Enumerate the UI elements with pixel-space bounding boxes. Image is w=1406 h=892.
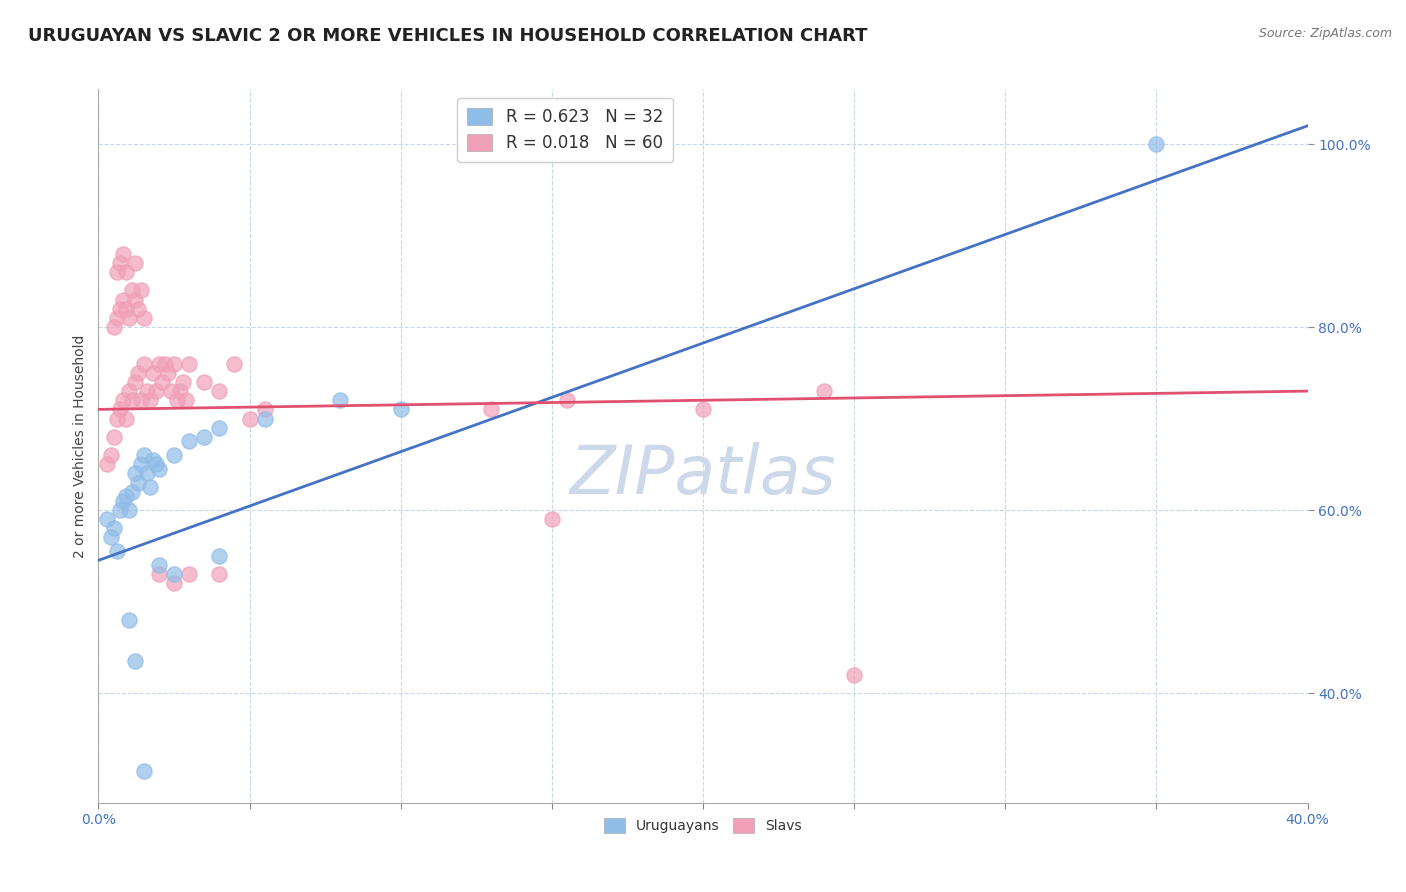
Point [239, 411, 262, 425]
Point [253, 411, 276, 425]
Point [150, 375, 173, 389]
Point [111, 293, 134, 307]
Point [124, 293, 146, 307]
Point [139, 480, 162, 494]
Point [172, 375, 194, 389]
Point [114, 265, 136, 279]
Point [179, 567, 201, 582]
Point [100, 531, 122, 545]
Point [253, 402, 276, 417]
Point [193, 430, 215, 444]
Point [163, 576, 186, 591]
Point [103, 521, 125, 535]
Point [108, 301, 131, 316]
Point [108, 256, 131, 270]
Point [145, 458, 167, 472]
Point [96, 458, 118, 472]
Point [118, 613, 141, 627]
Point [111, 494, 134, 508]
Y-axis label: 2 or more Vehicles in Household: 2 or more Vehicles in Household [73, 334, 87, 558]
Point [124, 654, 146, 668]
Point [166, 393, 188, 408]
Point [105, 265, 128, 279]
Point [103, 430, 125, 444]
Point [114, 301, 136, 316]
Point [179, 434, 201, 449]
Point [100, 448, 122, 462]
Point [692, 402, 714, 417]
Point [153, 357, 176, 371]
Point [105, 310, 128, 325]
Point [121, 284, 143, 298]
Point [127, 301, 149, 316]
Point [129, 284, 152, 298]
Point [208, 567, 231, 582]
Point [148, 357, 170, 371]
Point [193, 375, 215, 389]
Point [142, 366, 165, 380]
Point [148, 558, 170, 572]
Text: ZIPatlas: ZIPatlas [569, 442, 837, 508]
Point [139, 393, 162, 408]
Point [114, 489, 136, 503]
Point [124, 375, 146, 389]
Point [142, 452, 165, 467]
Point [121, 393, 143, 408]
Point [118, 503, 141, 517]
Point [163, 448, 186, 462]
Point [114, 411, 136, 425]
Point [105, 544, 128, 558]
Point [127, 366, 149, 380]
Point [135, 467, 157, 481]
Point [163, 567, 186, 582]
Point [127, 475, 149, 490]
Point [389, 402, 412, 417]
Point [148, 567, 170, 582]
Point [160, 384, 183, 398]
Point [156, 366, 179, 380]
Point [145, 384, 167, 398]
Point [813, 384, 835, 398]
Point [129, 458, 152, 472]
Point [132, 310, 155, 325]
Point [329, 393, 352, 408]
Point [555, 393, 578, 408]
Point [844, 667, 866, 681]
Point [148, 462, 170, 476]
Point [169, 384, 191, 398]
Point [121, 484, 143, 499]
Point [132, 448, 155, 462]
Text: URUGUAYAN VS SLAVIC 2 OR MORE VEHICLES IN HOUSEHOLD CORRELATION CHART: URUGUAYAN VS SLAVIC 2 OR MORE VEHICLES I… [28, 27, 868, 45]
Point [208, 384, 231, 398]
Point [135, 384, 157, 398]
Point [208, 549, 231, 563]
Point [179, 357, 201, 371]
Point [108, 503, 131, 517]
Point [111, 247, 134, 261]
Point [132, 764, 155, 778]
Point [224, 357, 246, 371]
Text: Source: ZipAtlas.com: Source: ZipAtlas.com [1258, 27, 1392, 40]
Point [129, 393, 152, 408]
Point [96, 512, 118, 526]
Point [124, 256, 146, 270]
Point [208, 420, 231, 434]
Point [132, 357, 155, 371]
Point [124, 467, 146, 481]
Point [174, 393, 197, 408]
Point [1144, 137, 1167, 152]
Point [540, 512, 562, 526]
Point [103, 320, 125, 334]
Point [118, 384, 141, 398]
Point [481, 402, 503, 417]
Point [163, 357, 186, 371]
Point [105, 411, 128, 425]
Point [108, 402, 131, 417]
Point [118, 310, 141, 325]
Point [111, 393, 134, 408]
Legend: Uruguayans, Slavs: Uruguayans, Slavs [599, 813, 807, 838]
